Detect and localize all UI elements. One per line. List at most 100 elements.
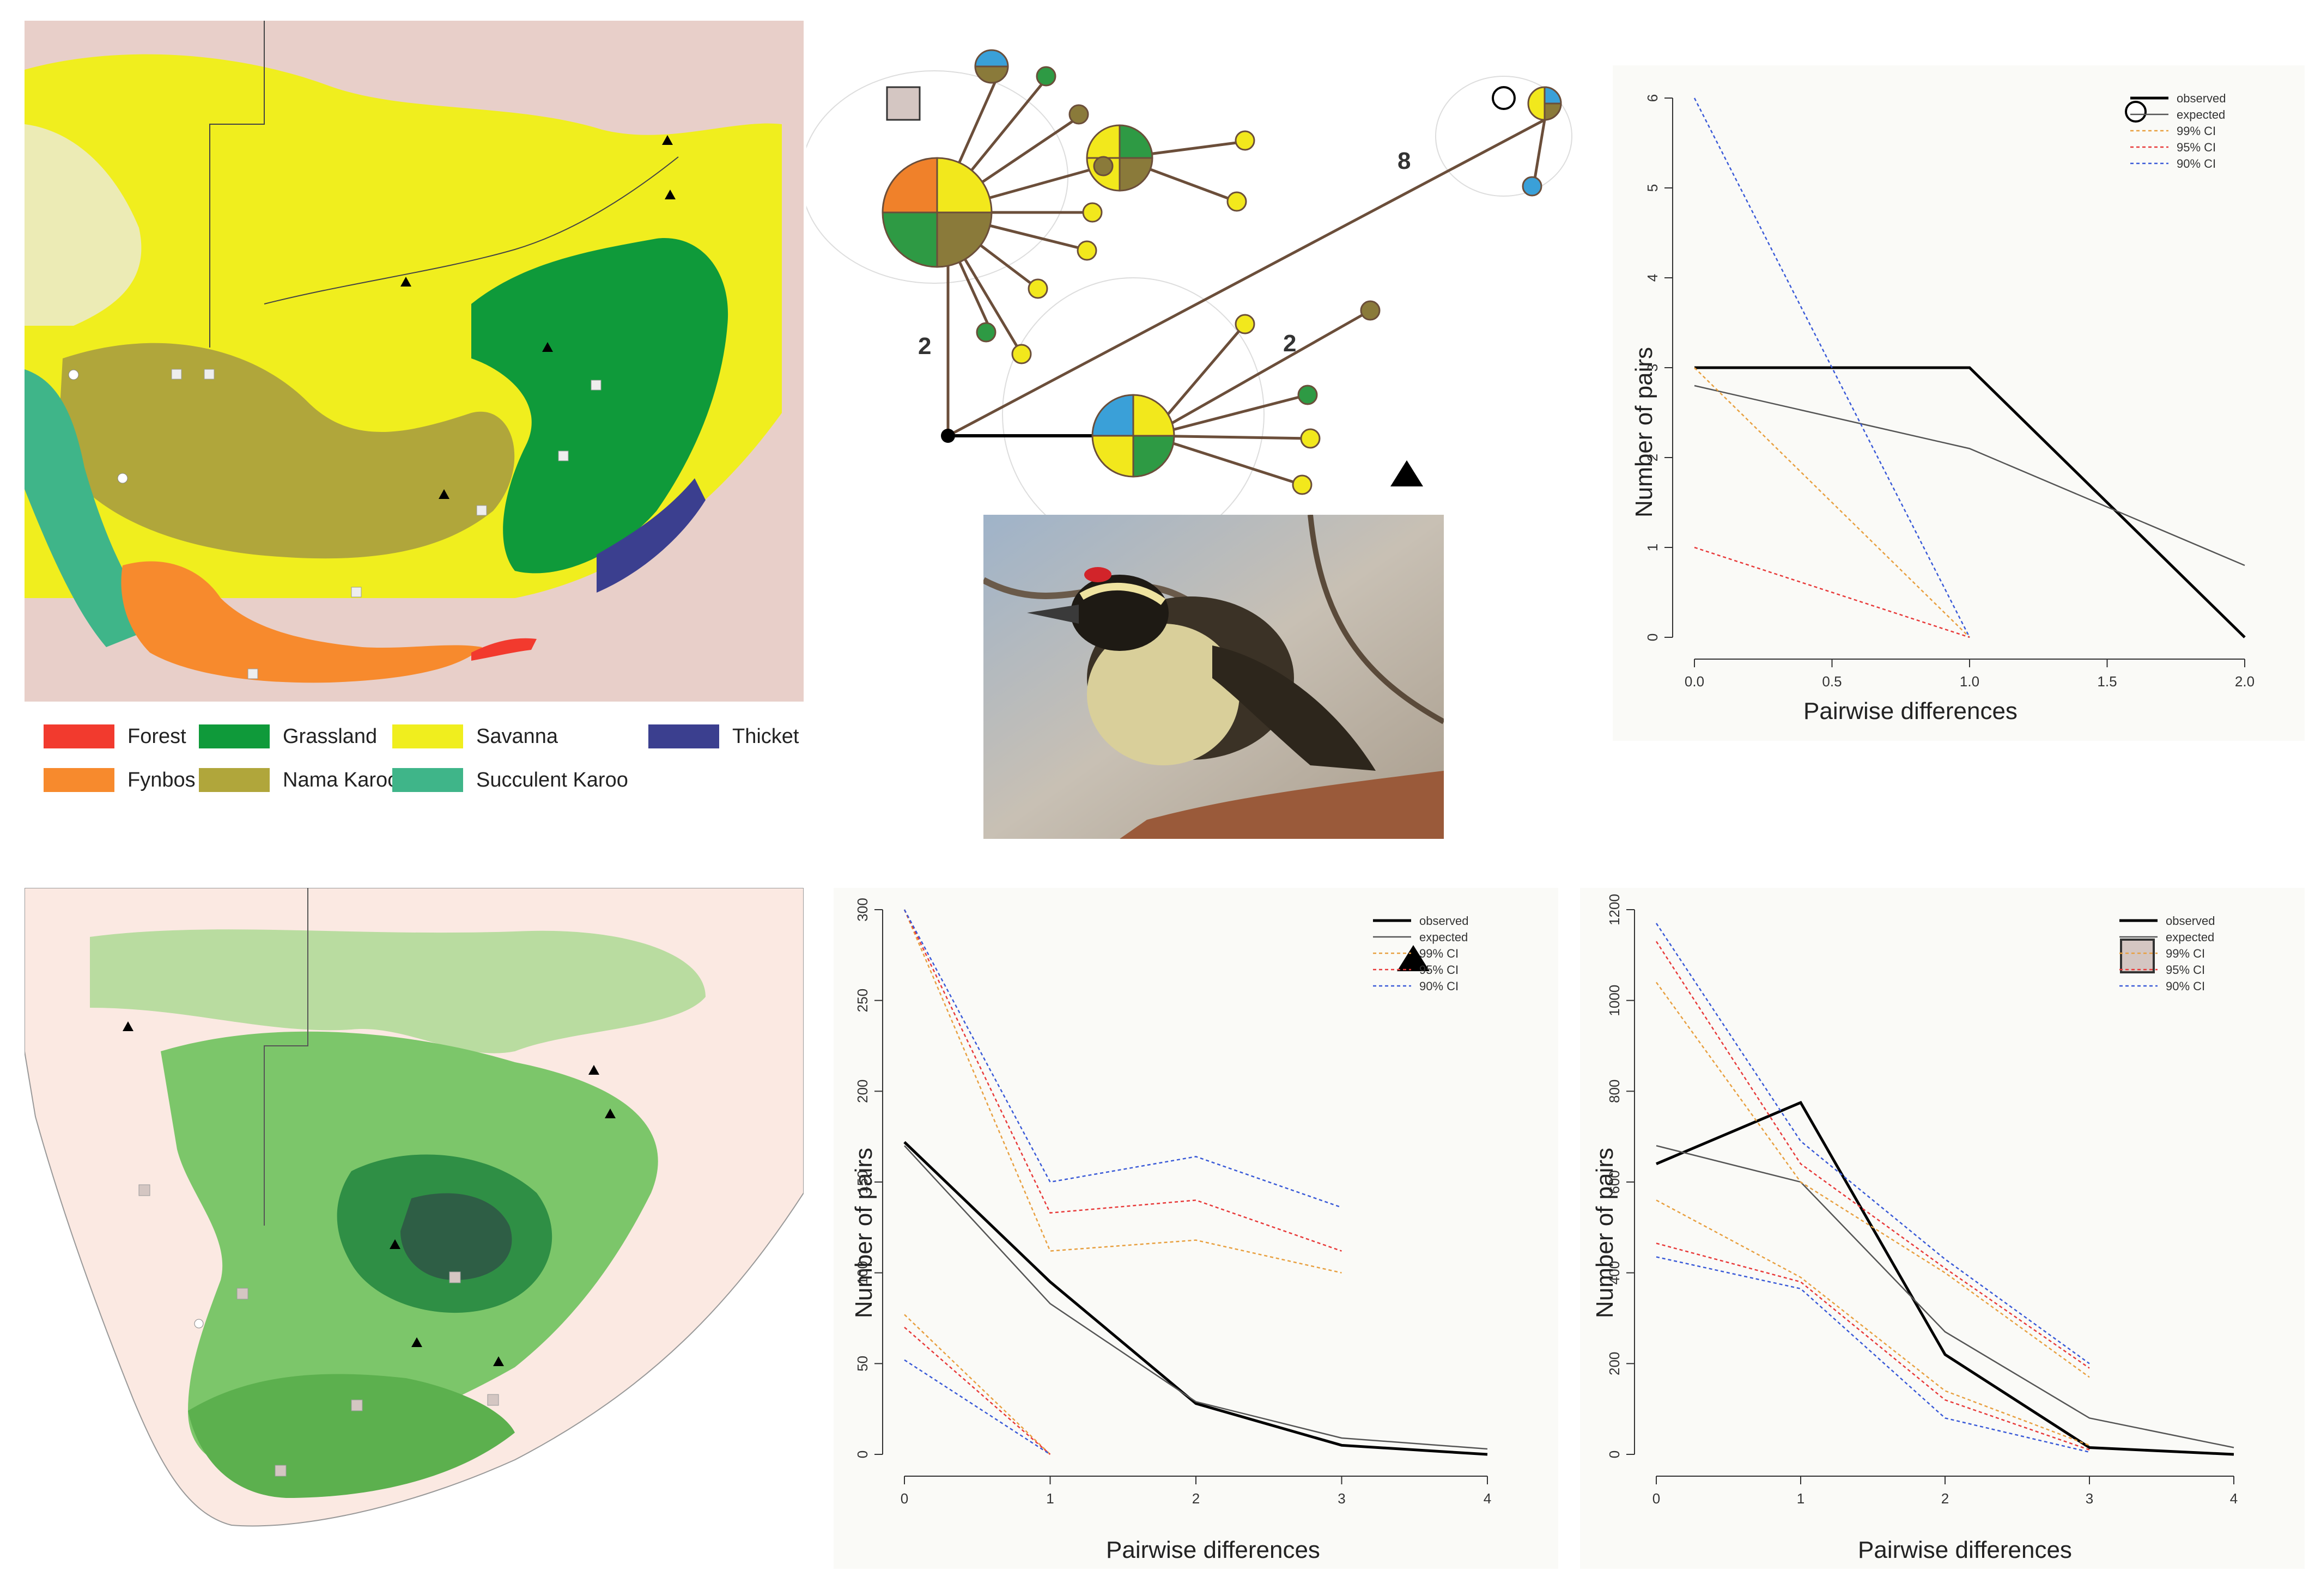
bird-photo-svg <box>983 515 1444 839</box>
y-tick-label: 200 <box>854 1080 871 1103</box>
mutation-label: 8 <box>1397 148 1411 174</box>
legend-swatch <box>44 768 114 792</box>
country-border <box>209 21 265 348</box>
legend-label: Savanna <box>476 724 558 748</box>
mutation-label: 2 <box>918 333 931 360</box>
series-line-99-ci-upper <box>903 909 1342 1274</box>
nama-karoo-region <box>57 343 515 559</box>
y-tick-label: 600 <box>1606 1170 1623 1193</box>
chart-circle-clade: Pairwise differences Number of pairs 0.0… <box>1613 65 2305 741</box>
y-tick-label: 0 <box>854 1451 871 1458</box>
square-marker <box>476 505 487 516</box>
country-border <box>264 156 679 304</box>
series-line-observed <box>1656 1100 2234 1456</box>
haplotype-network: 2 2 8 <box>800 33 1613 556</box>
x-tick-label: 4 <box>2230 1490 2238 1507</box>
mutation-label: 2 <box>1283 330 1296 357</box>
legend-label: 99% CI <box>2177 124 2216 138</box>
circle-marker <box>117 473 128 484</box>
y-tick-label: 4 <box>1644 274 1661 282</box>
haplotype-network-svg: 2 2 8 <box>800 49 1572 551</box>
triangle-marker <box>439 489 449 499</box>
x-tick-label: 1 <box>1797 1490 1804 1507</box>
square-clade-symbol <box>886 86 921 121</box>
x-tick-label: 2.0 <box>2235 673 2255 690</box>
haplotype-square-main <box>882 157 993 268</box>
x-tick-label: 1.5 <box>2097 673 2117 690</box>
triangle-marker <box>542 342 553 352</box>
x-tick-label: 4 <box>1484 1490 1491 1507</box>
square-marker <box>171 369 182 380</box>
x-tick-label: 3 <box>2086 1490 2093 1507</box>
haplotype-medium-pie <box>1086 124 1153 192</box>
legend-label: observed <box>1419 914 1469 928</box>
y-axis-label: Number of pairs <box>850 1148 877 1318</box>
legend-succulent-karoo: Succulent Karoo <box>392 768 628 792</box>
distribution-map <box>24 887 804 1542</box>
x-tick-label: 0.5 <box>1822 673 1842 690</box>
square-marker <box>591 380 601 391</box>
legend-label: Fynbos <box>127 768 196 791</box>
legend-label: observed <box>2177 92 2226 105</box>
y-tick-label: 0 <box>1606 1451 1623 1458</box>
triangle-marker <box>662 135 673 145</box>
circle-clade-symbol <box>2125 101 2147 123</box>
circle-marker <box>68 369 79 380</box>
square-marker <box>204 369 215 380</box>
y-tick-label: 400 <box>1606 1261 1623 1284</box>
bird-photo <box>983 515 1444 839</box>
y-tick-label: 1200 <box>1606 894 1623 925</box>
y-tick-label: 3 <box>1644 364 1661 371</box>
x-tick-label: 1 <box>1046 1490 1054 1507</box>
grassland-region <box>471 238 728 574</box>
clade-ellipse-circle <box>1435 76 1572 197</box>
square-marker <box>351 587 362 598</box>
x-tick-label: 0 <box>901 1490 908 1507</box>
haplotype-triangle-main <box>1091 394 1175 478</box>
chart-circle-svg: Pairwise differences Number of pairs 0.0… <box>1613 65 2305 741</box>
sample-markers <box>123 1021 616 1477</box>
legend-swatch <box>199 724 270 748</box>
y-tick-label: 250 <box>854 989 871 1012</box>
legend-label: 99% CI <box>1419 947 1459 960</box>
legend-label: Forest <box>127 724 186 748</box>
sample-markers <box>68 135 676 679</box>
x-tick-label: 2 <box>1192 1490 1200 1507</box>
legend-label: 90% CI <box>2166 979 2205 993</box>
series-line-observed <box>1694 366 2246 638</box>
y-tick-label: 100 <box>854 1261 871 1284</box>
series-line-95-ci-upper <box>903 909 1342 1252</box>
haplotype-tips <box>976 66 1542 495</box>
y-tick-label: 5 <box>1644 184 1661 192</box>
series-line-95-ci-upper <box>1655 941 2090 1369</box>
y-axis-label: Number of pairs <box>1631 347 1657 517</box>
series-line-99-ci-upper <box>1655 982 2090 1378</box>
biome-map <box>25 21 804 702</box>
series-line-90-ci-upper <box>903 909 1342 1208</box>
series-line-expected <box>1656 1145 2234 1448</box>
legend-label: 95% CI <box>2177 141 2216 154</box>
series-line-90-ci-upper <box>1655 923 2090 1364</box>
legend-swatch <box>392 768 463 792</box>
suitability-region <box>188 1374 515 1498</box>
legend-swatch <box>392 724 463 748</box>
triangle-marker <box>400 277 411 287</box>
legend-swatch <box>44 724 114 748</box>
legend-label: expected <box>2177 108 2225 121</box>
legend-label: 95% CI <box>2166 963 2205 977</box>
kalahari-region <box>25 124 142 326</box>
square-marker <box>247 668 258 679</box>
y-tick-label: 800 <box>1606 1080 1623 1103</box>
circle-clade-symbol <box>1492 86 1516 110</box>
legend-forest: Forest <box>44 724 186 748</box>
x-tick-label: 0 <box>1652 1490 1660 1507</box>
y-tick-label: 0 <box>1644 633 1661 641</box>
legend-thicket: Thicket <box>648 724 799 748</box>
legend-label: 90% CI <box>1419 979 1459 993</box>
legend-swatch <box>648 724 719 748</box>
square-clade-symbol <box>2120 939 2155 973</box>
series-line-95-ci-lower <box>904 1326 1051 1455</box>
legend-swatch <box>199 768 270 792</box>
series-line-95-ci-lower <box>1656 1242 2090 1451</box>
